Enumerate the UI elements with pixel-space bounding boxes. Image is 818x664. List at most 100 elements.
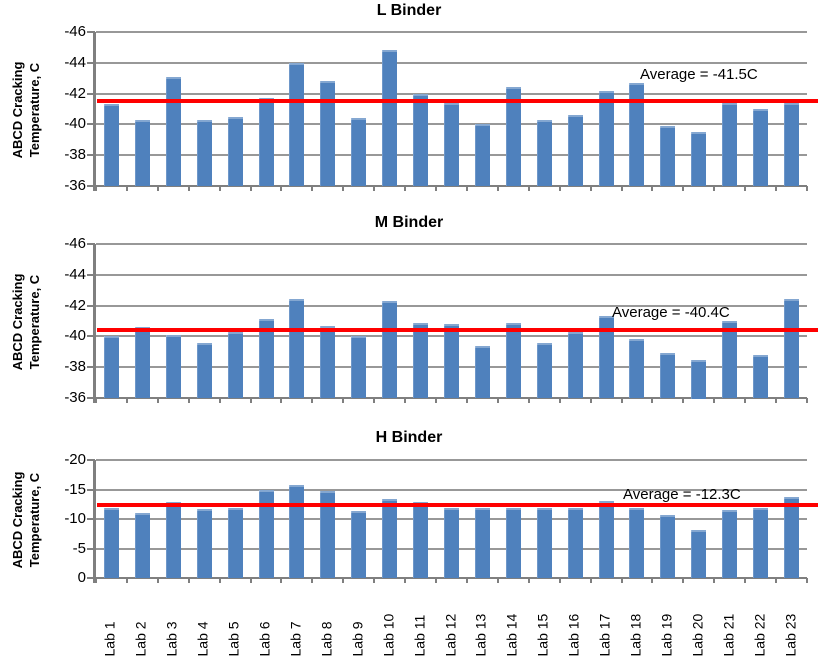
bar-lab-23 bbox=[784, 497, 799, 578]
x-axis-tick-mark bbox=[404, 186, 406, 191]
bar-lab-2 bbox=[135, 120, 150, 186]
bar-lab-13 bbox=[475, 124, 490, 186]
y-tick-label: -36 bbox=[64, 177, 86, 194]
x-axis-tick-mark bbox=[559, 186, 561, 191]
plot-area-h-binder bbox=[96, 459, 807, 579]
x-axis-tick-mark bbox=[280, 186, 282, 191]
x-axis-tick-mark bbox=[404, 578, 406, 583]
bar-lab-22 bbox=[753, 355, 768, 398]
gridline bbox=[96, 489, 807, 491]
x-axis-tick-mark bbox=[775, 578, 777, 583]
bar-lab-6 bbox=[259, 490, 274, 578]
x-axis-tick-mark bbox=[621, 398, 623, 403]
y-axis-tick-mark bbox=[87, 243, 95, 245]
y-axis-line bbox=[93, 244, 96, 403]
bar-lab-10 bbox=[382, 50, 397, 186]
x-axis-tick-mark bbox=[280, 398, 282, 403]
x-tick-label: Lab 15 bbox=[534, 613, 551, 657]
bar-lab-17 bbox=[599, 91, 614, 186]
average-line bbox=[97, 99, 818, 103]
y-axis-line bbox=[93, 32, 96, 191]
y-tick-label: -40 bbox=[64, 115, 86, 132]
bar-lab-14 bbox=[506, 508, 521, 578]
bar-lab-19 bbox=[660, 353, 675, 398]
x-axis-tick-mark bbox=[590, 186, 592, 191]
gridline bbox=[96, 577, 807, 579]
y-axis-tick-mark bbox=[87, 93, 95, 95]
x-tick-label: Lab 6 bbox=[256, 621, 273, 657]
x-axis-tick-mark bbox=[250, 186, 252, 191]
x-axis-tick-mark bbox=[219, 578, 221, 583]
gridline bbox=[96, 305, 807, 307]
average-line bbox=[97, 503, 818, 507]
chart-title-l-binder: L Binder bbox=[376, 2, 442, 19]
bar-lab-2 bbox=[135, 327, 150, 398]
x-axis-tick-mark bbox=[373, 578, 375, 583]
x-axis-tick-mark bbox=[775, 398, 777, 403]
bar-lab-20 bbox=[691, 132, 706, 186]
bar-lab-8 bbox=[320, 491, 335, 578]
x-axis-tick-mark bbox=[435, 578, 437, 583]
gridline bbox=[96, 31, 807, 33]
y-tick-label: -40 bbox=[64, 327, 86, 344]
x-axis-tick-mark bbox=[95, 578, 97, 583]
gridline bbox=[96, 397, 807, 399]
bar-lab-22 bbox=[753, 109, 768, 186]
bar-lab-10 bbox=[382, 499, 397, 578]
x-axis-tick-mark bbox=[404, 398, 406, 403]
x-axis-tick-mark bbox=[590, 578, 592, 583]
bar-lab-2 bbox=[135, 513, 150, 578]
x-tick-label: Lab 14 bbox=[503, 613, 520, 657]
x-tick-label: Lab 19 bbox=[658, 613, 675, 657]
gridline bbox=[96, 243, 807, 245]
bar-lab-9 bbox=[351, 511, 366, 578]
x-axis-tick-mark bbox=[188, 186, 190, 191]
x-axis-tick-mark bbox=[311, 186, 313, 191]
average-label-l-binder: Average = -41.5C bbox=[640, 66, 758, 83]
plot-area-l-binder bbox=[96, 31, 807, 187]
x-axis-tick-mark bbox=[713, 186, 715, 191]
x-axis-tick-mark bbox=[466, 186, 468, 191]
y-tick-label: -44 bbox=[64, 54, 86, 71]
x-axis-tick-mark bbox=[311, 398, 313, 403]
x-tick-label: Lab 13 bbox=[472, 613, 489, 657]
y-tick-label: -44 bbox=[64, 266, 86, 283]
x-axis-tick-mark bbox=[466, 398, 468, 403]
x-axis-tick-mark bbox=[342, 578, 344, 583]
x-tick-label: Lab 17 bbox=[596, 613, 613, 657]
y-axis-tick-mark bbox=[87, 366, 95, 368]
x-axis-tick-mark bbox=[250, 398, 252, 403]
y-axis-tick-mark bbox=[87, 31, 95, 33]
x-axis-tick-mark bbox=[528, 578, 530, 583]
x-axis-tick-mark bbox=[219, 398, 221, 403]
bar-lab-20 bbox=[691, 530, 706, 578]
bar-lab-16 bbox=[568, 508, 583, 578]
bar-lab-18 bbox=[629, 339, 644, 398]
x-axis-tick-mark bbox=[250, 578, 252, 583]
x-axis-tick-mark bbox=[497, 578, 499, 583]
x-tick-label: Lab 16 bbox=[565, 613, 582, 657]
x-tick-label: Lab 22 bbox=[751, 613, 768, 657]
bar-lab-5 bbox=[228, 508, 243, 578]
average-label-m-binder: Average = -40.4C bbox=[612, 304, 730, 321]
x-tick-label: Lab 8 bbox=[318, 621, 335, 657]
x-axis-tick-mark bbox=[157, 186, 159, 191]
y-axis-tick-mark bbox=[87, 305, 95, 307]
y-axis-tick-mark bbox=[87, 459, 95, 461]
y-axis-tick-mark bbox=[87, 62, 95, 64]
x-axis-tick-mark bbox=[744, 578, 746, 583]
bar-lab-19 bbox=[660, 515, 675, 578]
bar-lab-1 bbox=[104, 336, 119, 398]
bar-lab-14 bbox=[506, 323, 521, 398]
x-axis-tick-mark bbox=[497, 398, 499, 403]
x-axis-tick-mark bbox=[651, 186, 653, 191]
chart-title-m-binder: M Binder bbox=[374, 214, 444, 231]
x-tick-label: Lab 23 bbox=[782, 613, 799, 657]
x-tick-label: Lab 12 bbox=[442, 613, 459, 657]
x-tick-label: Lab 11 bbox=[411, 614, 428, 657]
y-tick-label: -36 bbox=[64, 389, 86, 406]
y-axis-tick-mark bbox=[87, 548, 95, 550]
y-tick-label: 0 bbox=[77, 569, 86, 586]
x-axis-tick-mark bbox=[528, 398, 530, 403]
x-axis-tick-mark bbox=[806, 398, 808, 403]
